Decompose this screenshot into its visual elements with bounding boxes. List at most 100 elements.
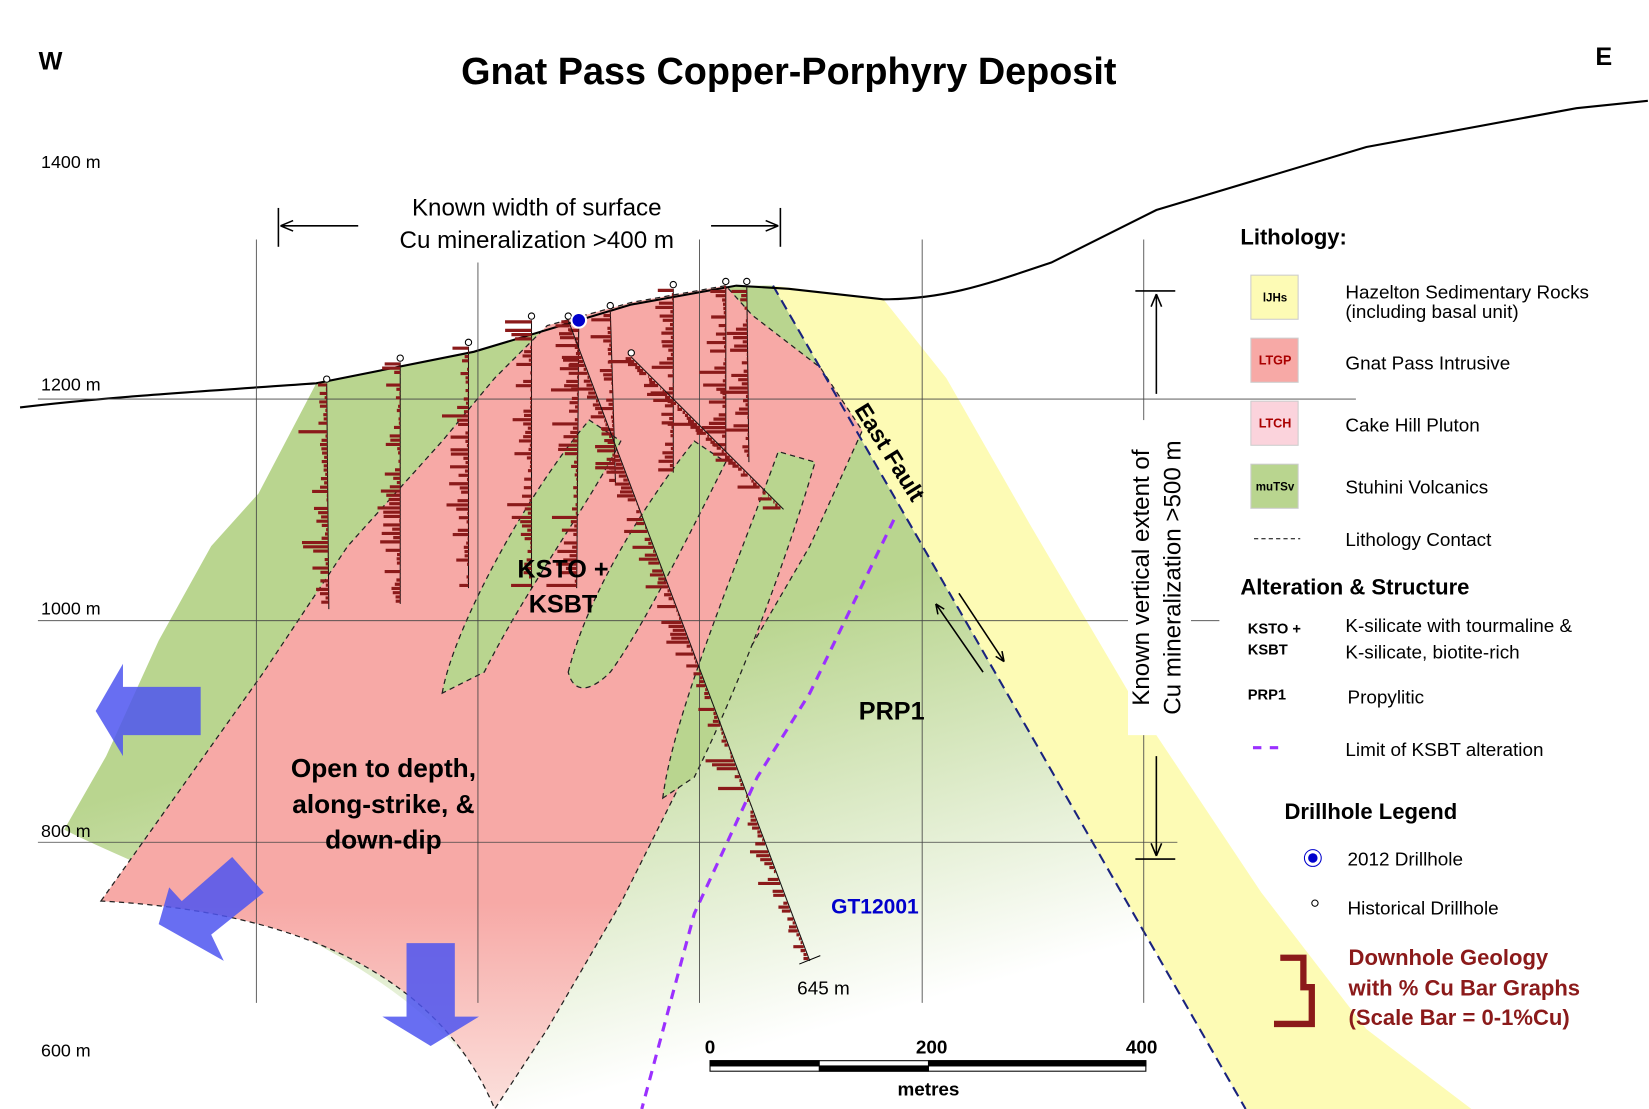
annotation: down-dip bbox=[325, 825, 442, 855]
cu-bar-graph bbox=[377, 362, 401, 603]
direction: W bbox=[39, 47, 63, 75]
legend-heading: (Scale Bar = 0-1%Cu) bbox=[1349, 1005, 1570, 1030]
collar bbox=[722, 277, 730, 286]
open-arrow bbox=[95, 663, 201, 757]
legend-label: 2012 Drillhole bbox=[1347, 849, 1463, 870]
legend-label: Lithology Contact bbox=[1345, 530, 1492, 551]
legend-heading: Drillhole Legend bbox=[1284, 799, 1457, 824]
annotation: Known width of surface bbox=[412, 194, 662, 221]
legend-code: muTSv bbox=[1256, 481, 1295, 493]
drillhole-trace bbox=[326, 383, 330, 610]
drillhole-2012 bbox=[570, 311, 588, 329]
collar bbox=[669, 280, 677, 289]
labels: Gnat Pass Copper-Porphyry Deposit W E 14… bbox=[39, 43, 1613, 1100]
elevation: 600 m bbox=[41, 1040, 91, 1060]
arrows bbox=[95, 663, 479, 1046]
scale-tick: 400 bbox=[1126, 1037, 1158, 1058]
legend-code: lJHs bbox=[1263, 292, 1287, 304]
bar-graph-symbol bbox=[1273, 954, 1315, 1028]
ksbt-limit-line bbox=[640, 519, 896, 1109]
topography bbox=[19, 99, 1648, 409]
swatch bbox=[1250, 274, 1299, 320]
open-arrow bbox=[158, 856, 264, 961]
cu-bar-graph bbox=[699, 285, 726, 451]
annotation: Open to depth, bbox=[291, 753, 476, 783]
drillhole-trace bbox=[609, 309, 617, 484]
collar bbox=[606, 301, 614, 310]
legend-code: KSBT bbox=[1248, 642, 1288, 658]
scale-bar bbox=[709, 1060, 1147, 1072]
swatch bbox=[1250, 463, 1299, 509]
fault-motion bbox=[935, 592, 1005, 673]
scale-tick: 200 bbox=[916, 1037, 948, 1058]
scale-seg bbox=[927, 1060, 1147, 1067]
scale-tick: 0 bbox=[705, 1037, 716, 1058]
scale-seg bbox=[709, 1060, 820, 1067]
drillhole-2012 bbox=[1308, 853, 1318, 863]
collar bbox=[743, 277, 751, 286]
cu-bar-graph bbox=[298, 383, 329, 609]
volcanic-finger bbox=[661, 450, 816, 800]
unit-label: PRP1 bbox=[859, 697, 925, 725]
annotation: Known vertical extent of bbox=[1128, 449, 1155, 706]
grid bbox=[37, 239, 1356, 1003]
cu-bar-graph bbox=[720, 285, 749, 462]
collar bbox=[527, 312, 536, 320]
cu-bar-graph bbox=[441, 346, 469, 588]
scale-seg bbox=[818, 1065, 929, 1072]
drillhole-trace bbox=[630, 356, 784, 510]
title: Gnat Pass Copper-Porphyry Deposit bbox=[461, 51, 1117, 93]
geology bbox=[19, 99, 1648, 1109]
legend-heading: Lithology: bbox=[1240, 225, 1347, 250]
annotation: along-strike, & bbox=[292, 789, 474, 819]
sediments bbox=[773, 285, 1472, 1109]
cu-bar-graph bbox=[505, 320, 532, 588]
dimensions bbox=[277, 207, 1176, 860]
drillholes bbox=[298, 277, 821, 965]
unit-label: KSBT bbox=[529, 590, 598, 618]
legend-label: Stuhini Volcanics bbox=[1345, 478, 1488, 499]
east-fault-line bbox=[772, 285, 1247, 1109]
collar bbox=[464, 338, 473, 347]
legend-label: Historical Drillhole bbox=[1347, 899, 1498, 920]
legend-label: Propylitic bbox=[1347, 688, 1424, 709]
direction: E bbox=[1595, 43, 1612, 71]
unit-label: KSTO + bbox=[517, 556, 608, 584]
legend-code: LTGP bbox=[1259, 353, 1292, 367]
collar bbox=[396, 354, 404, 362]
cu-bar-graph bbox=[555, 320, 809, 961]
legend-code: PRP1 bbox=[1248, 687, 1286, 703]
hole-end bbox=[799, 955, 821, 965]
legend-label: Limit of KSBT alteration bbox=[1345, 740, 1543, 761]
elevation: 1200 m bbox=[41, 375, 101, 395]
volcanic-finger bbox=[567, 440, 727, 689]
legend-label: K-silicate with tourmaline & bbox=[1345, 616, 1572, 637]
legend-label: Hazelton Sedimentary Rocks bbox=[1345, 282, 1589, 303]
open-arrow bbox=[382, 943, 479, 1046]
dim bbox=[1135, 290, 1176, 860]
legend-heading: Downhole Geology bbox=[1349, 945, 1549, 970]
elevation: 1000 m bbox=[41, 598, 101, 618]
legend-label: Cake Hill Pluton bbox=[1345, 416, 1479, 437]
legend-code: KSTO + bbox=[1248, 621, 1301, 637]
legend-label: K-silicate, biotite-rich bbox=[1345, 642, 1519, 663]
collar bbox=[323, 375, 331, 383]
drillhole-label: GT12001 bbox=[831, 896, 919, 919]
elevation: 800 m bbox=[41, 821, 91, 841]
cu-bar-graph bbox=[590, 309, 616, 483]
drillhole-historic bbox=[1311, 899, 1319, 907]
scale-frame bbox=[709, 1060, 1147, 1072]
depth-label: 645 m bbox=[797, 979, 850, 1000]
legend-label: Gnat Pass Intrusive bbox=[1345, 354, 1510, 375]
cu-bar-graph bbox=[608, 357, 781, 510]
scale-unit: metres bbox=[897, 1079, 959, 1100]
swatch bbox=[1250, 400, 1299, 446]
legend-heading: with % Cu Bar Graphs bbox=[1348, 976, 1581, 1001]
legend-heading: Alteration & Structure bbox=[1240, 574, 1469, 599]
annotation: Cu mineralization >400 m bbox=[400, 227, 674, 254]
elevation: 1400 m bbox=[41, 152, 101, 172]
legend-label: (including basal unit) bbox=[1345, 302, 1518, 323]
swatch bbox=[1250, 337, 1299, 383]
cu-bar-graph bbox=[650, 288, 674, 472]
dim bbox=[280, 219, 779, 232]
